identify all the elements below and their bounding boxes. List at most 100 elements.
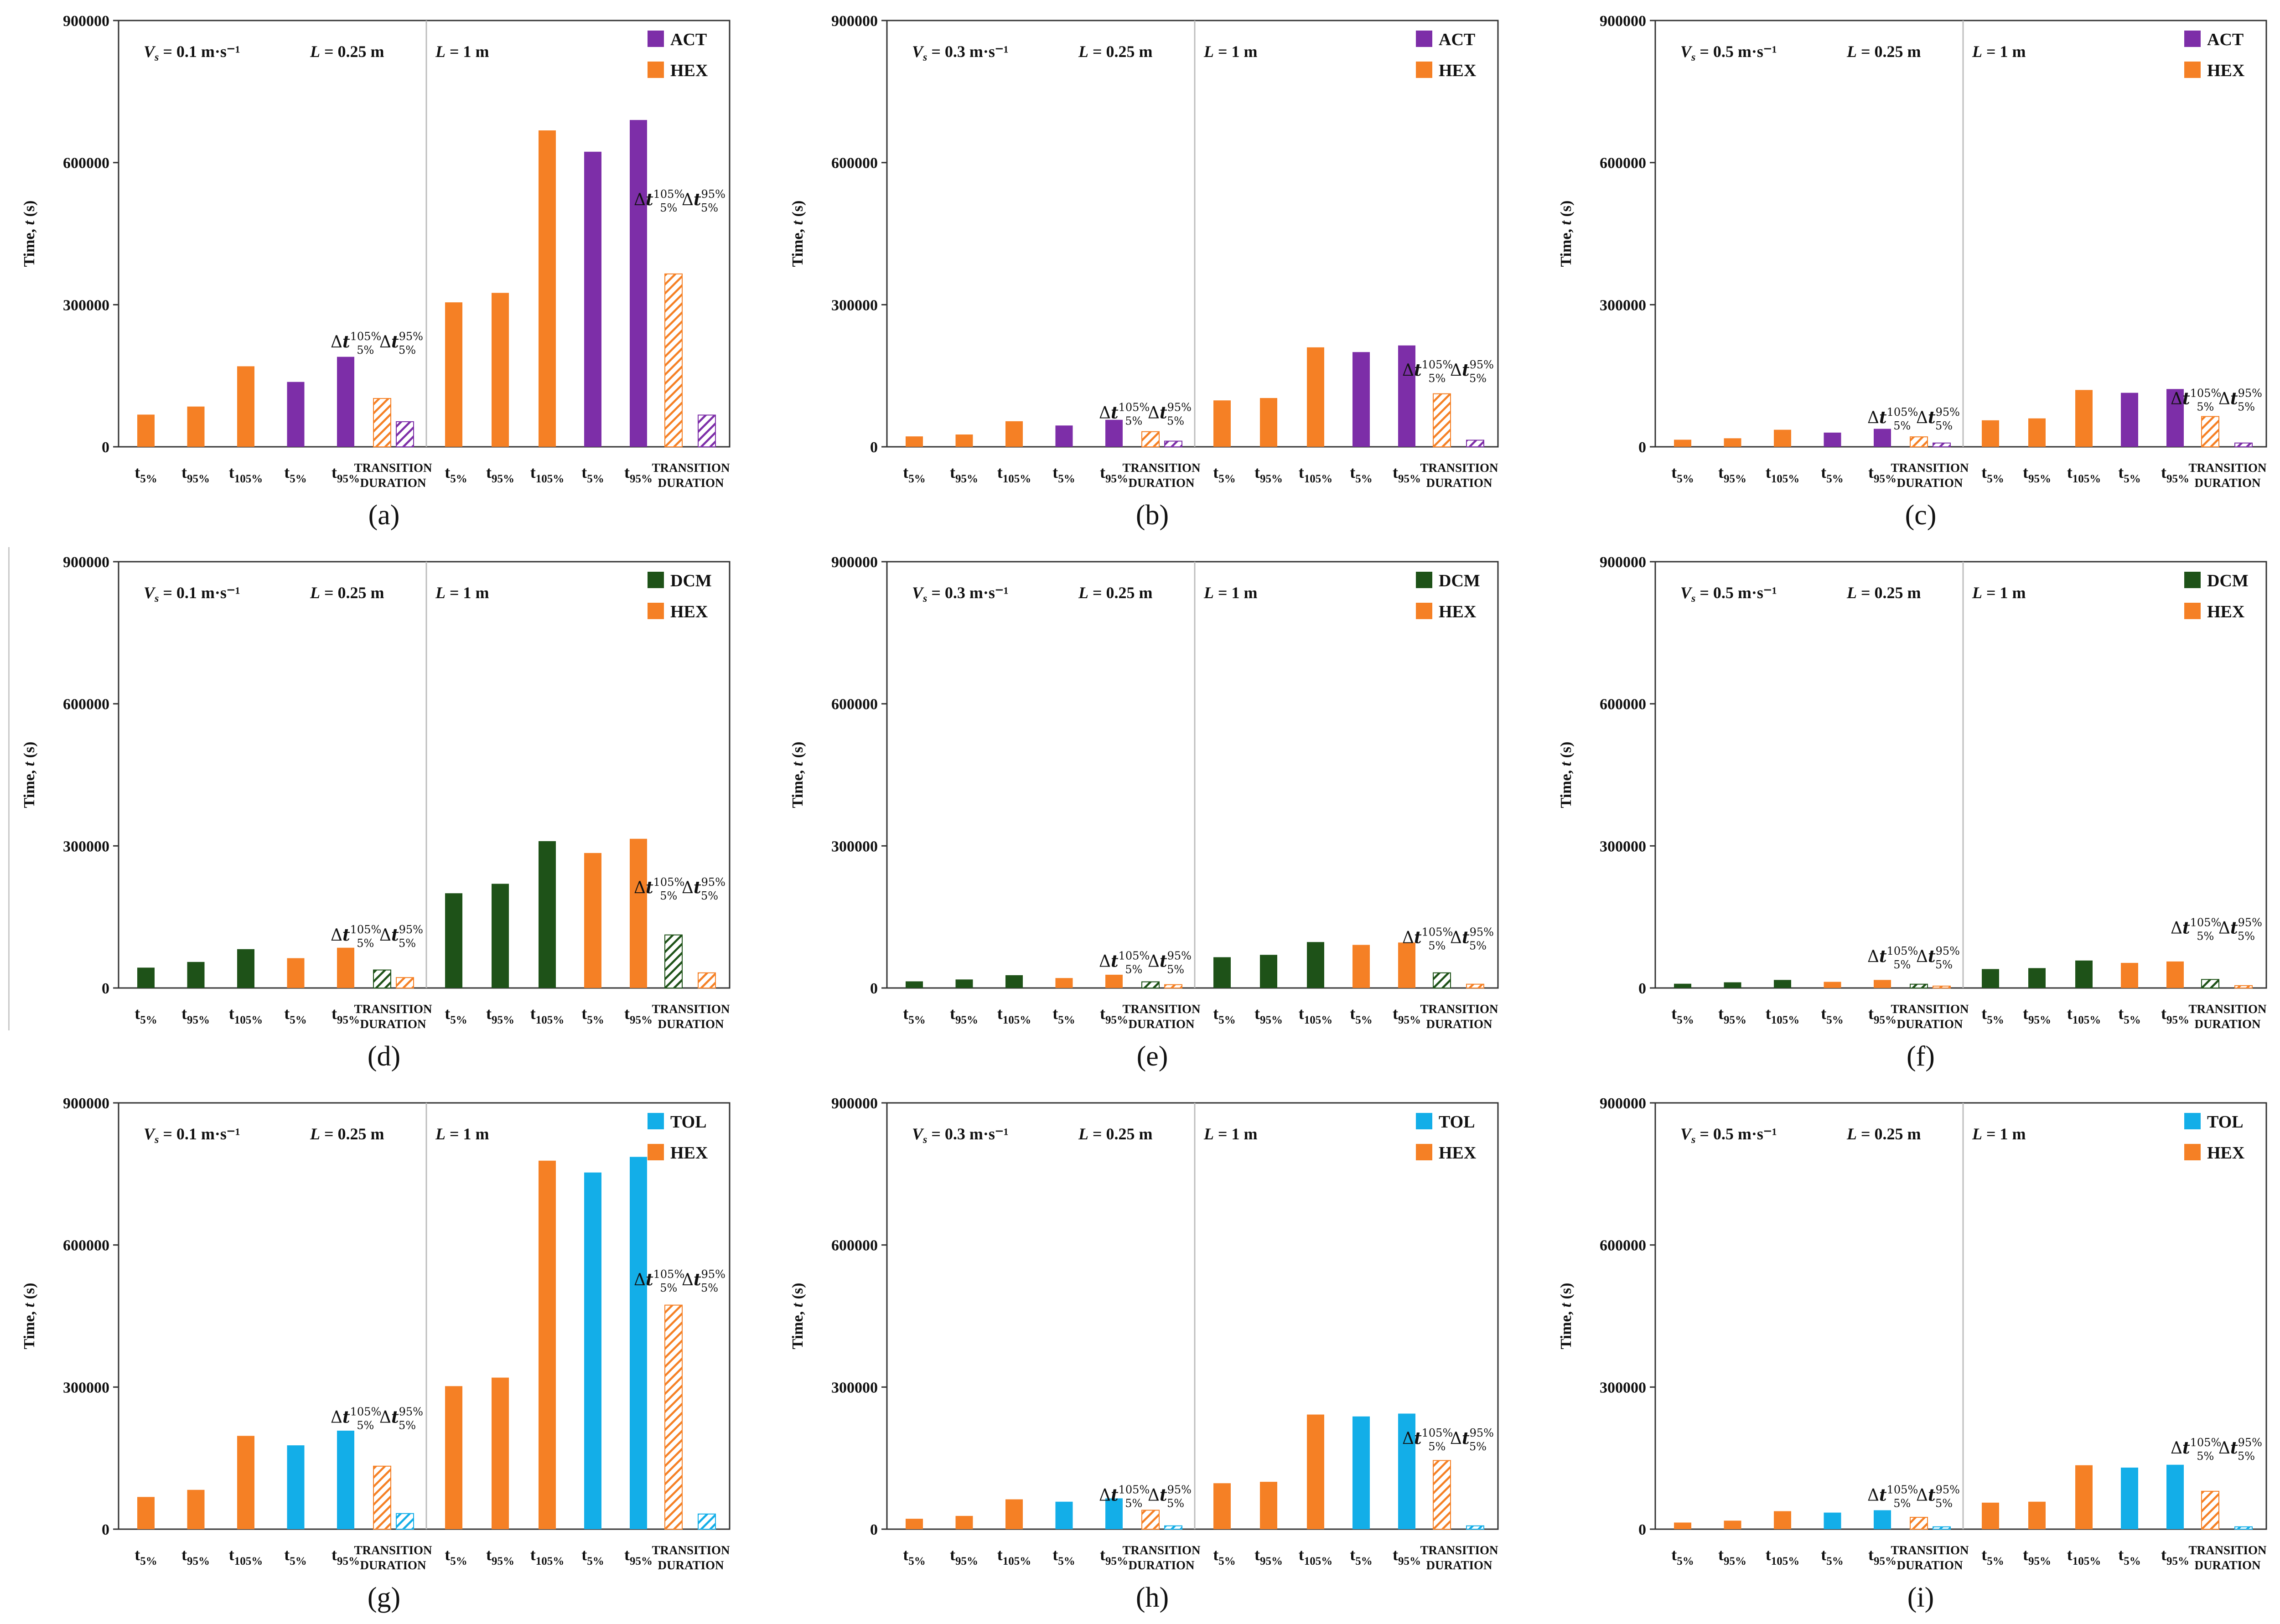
- bar-hex: [1774, 429, 1791, 447]
- bar-act: [2166, 389, 2184, 447]
- legend-label-tol: TOL: [1439, 1112, 1475, 1132]
- delta-t-annotation: Δt95% 5%: [2218, 916, 2262, 943]
- legend-swatch-act: [1416, 31, 1432, 47]
- bar-tol-transition: [2234, 1526, 2253, 1530]
- bar-hex: [2075, 390, 2093, 447]
- legend-label-dcm: DCM: [2207, 571, 2249, 590]
- bar-hex-transition: [1141, 1510, 1160, 1530]
- delta-t-annotation: Δt95% 5%: [1450, 358, 1494, 385]
- bar-hex: [1105, 974, 1123, 988]
- legend-label-hex: HEX: [2207, 61, 2244, 80]
- section-length-label: L = 0.25 m: [310, 1125, 384, 1143]
- bar-tol: [1352, 1416, 1370, 1529]
- x-tick-label: t95%: [1718, 463, 1746, 485]
- plot-area-frame: [886, 1102, 1499, 1530]
- x-tick-label-transition: TRANSITION: [652, 1002, 730, 1016]
- x-tick-label: t95%: [1254, 1004, 1283, 1026]
- bar-act-transition: [2234, 442, 2253, 448]
- y-tick-label: 300000: [63, 838, 109, 855]
- legend-label-dcm: DCM: [670, 571, 712, 590]
- legend-swatch-hex: [2184, 62, 2201, 78]
- legend-swatch-hex: [1416, 62, 1432, 78]
- x-tick-label: t5%: [1052, 1546, 1075, 1567]
- section-length-label: L = 1 m: [1203, 584, 1258, 602]
- bar-hex-transition: [664, 1304, 683, 1530]
- bar-hex: [237, 1436, 254, 1529]
- bar-hex-transition: [1466, 983, 1484, 989]
- bar-act: [630, 120, 647, 447]
- x-tick-label: t95%: [1393, 1004, 1421, 1026]
- bar-dcm: [187, 962, 205, 988]
- bar-hex-transition: [698, 972, 716, 988]
- x-tick-label-duration: DURATION: [1128, 476, 1195, 490]
- x-tick-label: t95%: [1718, 1004, 1746, 1026]
- legend-label-hex: HEX: [2207, 602, 2244, 621]
- delta-t-annotation: Δt105% 5%: [1099, 1484, 1150, 1510]
- delta-t-annotation: Δt105% 5%: [1867, 945, 1918, 971]
- velocity-label: Vs = 0.3 m·s⁻¹: [912, 42, 1009, 63]
- x-tick-label: t95%: [1254, 1546, 1283, 1567]
- delta-t-annotation: Δt105% 5%: [1867, 406, 1918, 432]
- delta-t-annotation: Δt95% 5%: [1916, 1484, 1960, 1510]
- legend-label-hex: HEX: [1439, 602, 1476, 621]
- x-tick-label: t105%: [1766, 1004, 1800, 1026]
- x-tick-label: t105%: [997, 1546, 1031, 1567]
- bar-tol: [1055, 1501, 1073, 1529]
- y-axis-label: Time, t (s): [789, 201, 806, 267]
- legend-label-act: ACT: [1439, 30, 1475, 49]
- bar-dcm: [1774, 980, 1791, 988]
- panel-label: (a): [368, 500, 400, 531]
- delta-t-annotation: Δt105% 5%: [331, 923, 381, 950]
- bar-tol: [630, 1157, 647, 1529]
- x-tick-label-transition: TRANSITION: [1122, 1002, 1201, 1016]
- bar-hex: [492, 1377, 509, 1529]
- bar-dcm-transition: [373, 969, 391, 988]
- y-tick-label: 300000: [1600, 297, 1646, 314]
- delta-t-annotation: Δt95% 5%: [1916, 945, 1960, 971]
- x-tick-label: t105%: [1766, 463, 1800, 485]
- plot-area-frame: [1654, 20, 2267, 448]
- x-tick-label: t5%: [284, 1546, 307, 1567]
- bar-act: [1824, 432, 1841, 447]
- y-tick-label: 600000: [831, 1237, 878, 1254]
- delta-t-annotation: Δt95% 5%: [1450, 1427, 1494, 1453]
- y-tick-label: 0: [870, 439, 878, 456]
- bar-hex: [2028, 418, 2046, 447]
- bar-act-transition: [1466, 440, 1484, 448]
- delta-t-annotation: Δt105% 5%: [2171, 1436, 2221, 1463]
- legend-label-dcm: DCM: [1439, 571, 1480, 590]
- bar-hex: [906, 1519, 923, 1529]
- delta-t-annotation: Δt95% 5%: [2218, 387, 2262, 414]
- x-tick-label-duration: DURATION: [360, 476, 426, 490]
- bar-hex: [337, 947, 354, 988]
- section-length-label: L = 1 m: [435, 1125, 489, 1143]
- x-tick-label-duration: DURATION: [1128, 1017, 1195, 1031]
- x-tick-label: t95%: [950, 1004, 978, 1026]
- bar-act: [584, 151, 601, 447]
- panel-label: (h): [1136, 1582, 1169, 1613]
- bar-hex: [1724, 438, 1741, 447]
- bar-hex: [2075, 1465, 2093, 1529]
- x-tick-label: t95%: [2023, 463, 2051, 485]
- chart-svg: 0 300000 600000 900000 Time, t (s) t5% t95% t10…: [1558, 554, 2267, 1072]
- x-tick-label: t5%: [903, 463, 926, 485]
- bar-act: [1398, 345, 1415, 447]
- delta-t-annotation: Δt105% 5%: [1099, 401, 1150, 428]
- legend-label-tol: TOL: [2207, 1112, 2244, 1132]
- delta-t-annotation: Δt105% 5%: [1867, 1484, 1918, 1510]
- chart-svg: 0 300000 600000 900000 Time, t (s) t5% t95% t10…: [789, 554, 1499, 1072]
- panel-label: (i): [1907, 1582, 1934, 1613]
- plot-area-frame: [1654, 1102, 2267, 1530]
- x-tick-label: t5%: [1213, 1546, 1236, 1567]
- bar-hex-transition: [396, 977, 414, 989]
- y-tick-label: 600000: [831, 696, 878, 713]
- x-tick-label: t5%: [1981, 1004, 2004, 1026]
- legend-label-act: ACT: [2207, 30, 2244, 49]
- delta-t-annotation: Δt95% 5%: [2218, 1436, 2262, 1463]
- x-tick-label: t95%: [1254, 463, 1283, 485]
- section-length-label: L = 0.25 m: [1846, 584, 1921, 602]
- chart-svg: 0 300000 600000 900000 Time, t (s) t5% t95% t10…: [789, 13, 1499, 531]
- bar-dcm: [137, 967, 155, 988]
- x-tick-label: t95%: [624, 463, 653, 485]
- delta-t-annotation: Δt95% 5%: [1450, 926, 1494, 952]
